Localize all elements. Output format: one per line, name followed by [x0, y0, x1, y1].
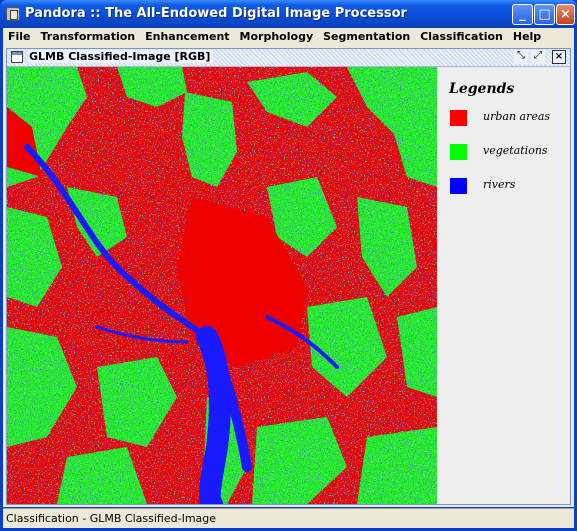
- legend-swatch-rivers: [450, 178, 467, 194]
- internal-frame-title: GLMB Classified-Image [RGB]: [28, 50, 213, 63]
- iconify-icon: ⤡: [517, 50, 525, 61]
- close-icon: ×: [555, 51, 563, 62]
- maximize-button[interactable]: □: [534, 4, 555, 25]
- app-icon[interactable]: [6, 7, 20, 21]
- menu-bar: File Transformation Enhancement Morpholo…: [3, 28, 574, 44]
- menu-segmentation[interactable]: Segmentation: [318, 30, 415, 43]
- desktop-pane: GLMB Classified-Image [RGB] ⤡ ⤢ ×: [3, 44, 574, 507]
- maximize-icon: ⤢: [534, 50, 542, 61]
- legend-title: Legends: [449, 81, 514, 97]
- legend-label-rivers: rivers: [483, 178, 515, 191]
- close-button[interactable]: ×: [556, 4, 575, 25]
- menu-transformation[interactable]: Transformation: [36, 30, 141, 43]
- window-title: Pandora :: The All-Endowed Digital Image…: [25, 6, 407, 21]
- legend-label-urban: urban areas: [483, 110, 550, 123]
- classified-image-canvas: [7, 67, 437, 504]
- internal-frame-title-bar[interactable]: GLMB Classified-Image [RGB] ⤡ ⤢ ×: [7, 49, 570, 67]
- classified-image[interactable]: [7, 67, 437, 504]
- menu-file[interactable]: File: [3, 30, 36, 43]
- maximize-icon: □: [538, 7, 550, 22]
- legend-label-vegetation: vegetations: [483, 144, 548, 157]
- status-bar: Classification - GLMB Classified-Image: [3, 508, 574, 528]
- menu-morphology[interactable]: Morphology: [235, 30, 319, 43]
- frame-maximize-button[interactable]: ⤢: [531, 50, 545, 64]
- legend-swatch-vegetation: [450, 144, 467, 160]
- minimize-button[interactable]: _: [512, 4, 533, 25]
- menu-classification[interactable]: Classification: [415, 30, 508, 43]
- frame-close-button[interactable]: ×: [552, 50, 566, 64]
- frame-iconify-button[interactable]: ⤡: [514, 50, 528, 64]
- legend-panel: Legends urban areas vegetations rivers: [437, 67, 570, 504]
- internal-frame: GLMB Classified-Image [RGB] ⤡ ⤢ ×: [6, 48, 571, 505]
- menu-enhancement[interactable]: Enhancement: [140, 30, 234, 43]
- title-bar[interactable]: Pandora :: The All-Endowed Digital Image…: [0, 0, 577, 28]
- menu-help[interactable]: Help: [508, 30, 546, 43]
- legend-swatch-urban: [450, 110, 467, 126]
- minimize-icon: _: [519, 7, 526, 22]
- frame-icon[interactable]: [11, 51, 23, 63]
- close-icon: ×: [560, 7, 571, 22]
- status-text: Classification - GLMB Classified-Image: [6, 512, 216, 525]
